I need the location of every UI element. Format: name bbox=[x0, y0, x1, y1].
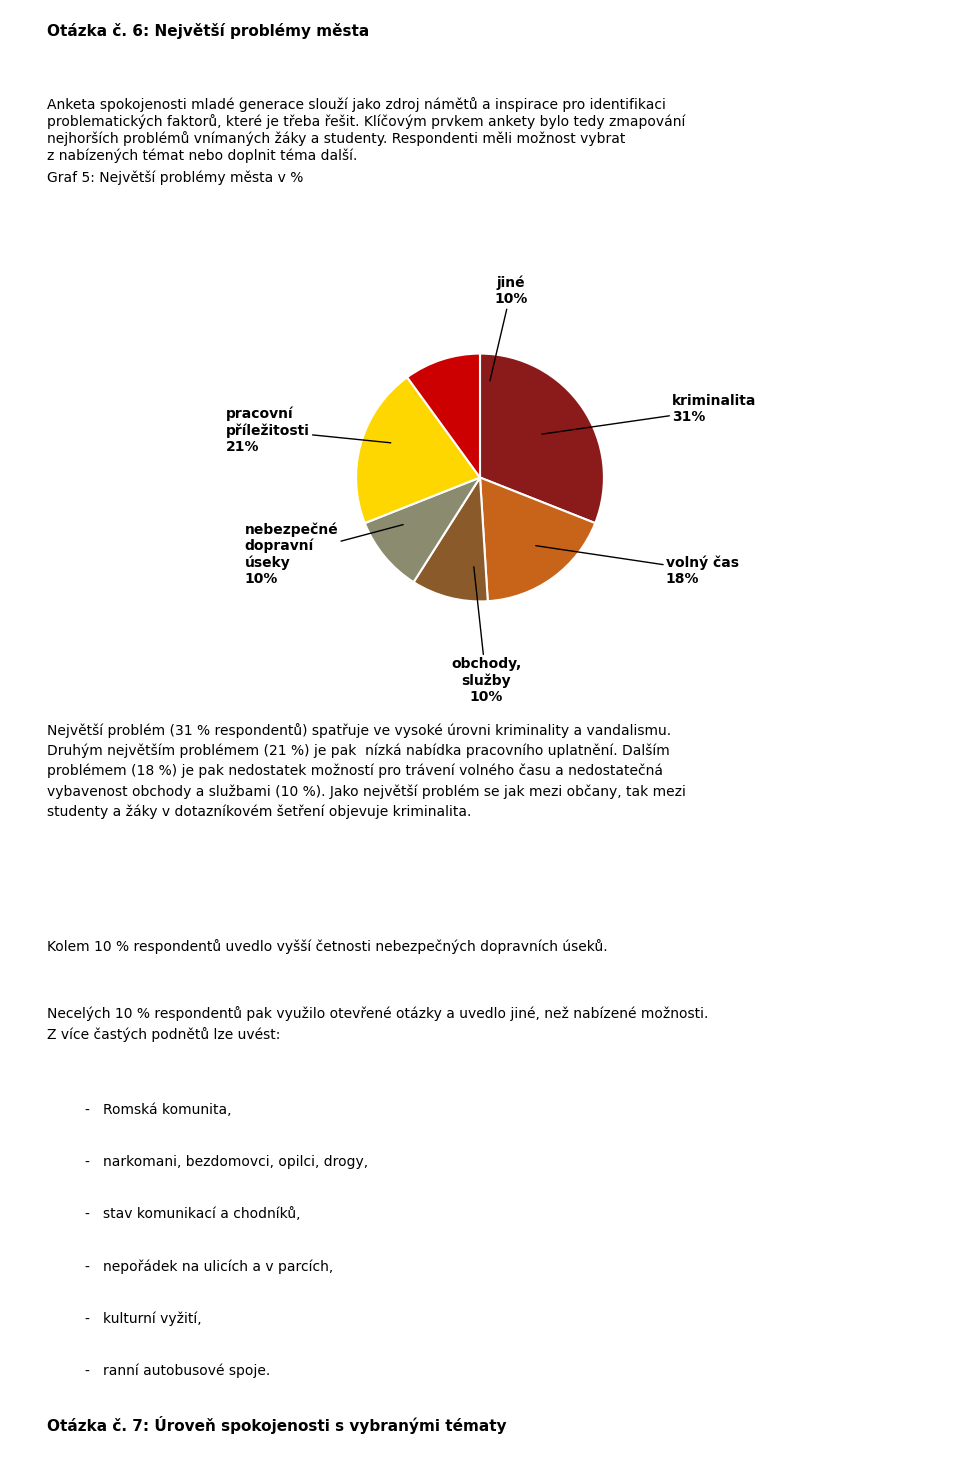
Text: -   Romská komunita,: - Romská komunita, bbox=[84, 1102, 231, 1117]
Text: Kolem 10 % respondentů uvedlo vyšší četnosti nebezpečných dopravních úseků.: Kolem 10 % respondentů uvedlo vyšší četn… bbox=[47, 939, 608, 953]
Wedge shape bbox=[407, 353, 480, 477]
Text: Otázka č. 7: Úroveň spokojenosti s vybranými tématy: Otázka č. 7: Úroveň spokojenosti s vybra… bbox=[47, 1416, 507, 1434]
Text: Graf 5: Největší problémy města v %: Graf 5: Největší problémy města v % bbox=[47, 171, 303, 185]
Text: kriminalita
31%: kriminalita 31% bbox=[542, 394, 756, 434]
Wedge shape bbox=[480, 477, 595, 602]
Wedge shape bbox=[365, 477, 480, 583]
Text: Necelých 10 % respondentů pak využilo otevřené otázky a uvedlo jiné, než nabízen: Necelých 10 % respondentů pak využilo ot… bbox=[47, 1006, 708, 1042]
Text: obchody,
služby
10%: obchody, služby 10% bbox=[451, 566, 521, 704]
Text: nebezpečné
dopravní
úseky
10%: nebezpečné dopravní úseky 10% bbox=[245, 523, 403, 587]
Text: Otázka č. 6: Největší problémy města: Otázka č. 6: Největší problémy města bbox=[47, 22, 370, 38]
Text: -   stav komunikací a chodníků,: - stav komunikací a chodníků, bbox=[84, 1207, 300, 1221]
Text: Největší problém (31 % respondentů) spatřuje ve vysoké úrovni kriminality a vand: Největší problém (31 % respondentů) spat… bbox=[47, 723, 686, 819]
Wedge shape bbox=[414, 477, 488, 602]
Text: -   narkomani, bezdomovci, opilci, drogy,: - narkomani, bezdomovci, opilci, drogy, bbox=[84, 1155, 368, 1169]
Text: pracovní
příležitosti
21%: pracovní příležitosti 21% bbox=[226, 407, 391, 454]
Wedge shape bbox=[356, 377, 480, 523]
Text: volný čas
18%: volný čas 18% bbox=[536, 546, 739, 585]
Text: -   ranní autobusové spoje.: - ranní autobusové spoje. bbox=[84, 1364, 270, 1378]
Text: -   nepořádek na ulicích a v parcích,: - nepořádek na ulicích a v parcích, bbox=[84, 1259, 333, 1273]
Text: -   kulturní vyžití,: - kulturní vyžití, bbox=[84, 1311, 202, 1326]
Text: Anketa spokojenosti mladé generace slouží jako zdroj námětů a inspirace pro iden: Anketa spokojenosti mladé generace slouž… bbox=[47, 96, 685, 164]
Wedge shape bbox=[480, 353, 604, 523]
Text: jiné
10%: jiné 10% bbox=[490, 276, 528, 381]
